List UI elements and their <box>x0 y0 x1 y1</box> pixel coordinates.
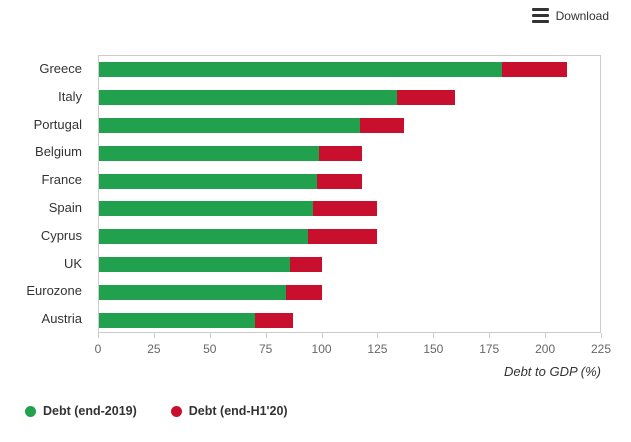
bar-segment-series-1[interactable] <box>397 90 456 106</box>
x-axis: 0 25 50 75 100 125 150 175 200 225 <box>94 333 611 357</box>
x-tick-mark <box>153 333 155 338</box>
legend: Debt (end-2019) Debt (end-H1'20) <box>25 404 288 418</box>
bar-segment-series-1[interactable] <box>312 201 378 217</box>
bar-segment-series-0[interactable] <box>99 312 255 328</box>
category-label: Greece <box>39 60 82 76</box>
x-tick-label: 200 <box>535 342 556 356</box>
x-tick-mark <box>209 333 211 338</box>
bar-segment-series-0[interactable] <box>99 173 318 189</box>
bar-segment-series-0[interactable] <box>99 90 398 106</box>
x-axis-title: Debt to GDP (%) <box>503 364 601 379</box>
x-tick-label: 75 <box>258 342 273 356</box>
legend-item-series-0[interactable]: Debt (end-2019) <box>25 404 137 418</box>
bar-segment-series-0[interactable] <box>99 257 291 272</box>
x-tick-mark <box>545 333 547 338</box>
x-tick-mark <box>601 333 602 338</box>
bar-segment-series-0[interactable] <box>99 284 287 300</box>
bar-segment-series-1[interactable] <box>308 229 378 245</box>
bar-segment-series-1[interactable] <box>319 145 362 161</box>
category-label: Spain <box>48 199 82 215</box>
x-tick-mark <box>489 333 491 338</box>
download-button[interactable]: Download <box>531 8 609 23</box>
x-tick-label: 100 <box>311 342 332 356</box>
x-tick-label: 225 <box>590 342 612 356</box>
legend-label: Debt (end-2019) <box>43 404 137 418</box>
x-tick-mark <box>433 333 435 338</box>
bar-segment-series-0[interactable] <box>99 145 320 161</box>
plot-area <box>98 55 601 333</box>
category-label: Belgium <box>35 144 82 160</box>
legend-label: Debt (end-H1'20) <box>188 404 288 418</box>
bar-segment-series-0[interactable] <box>99 118 360 133</box>
x-tick-label: 0 <box>94 342 102 356</box>
x-tick-label: 175 <box>479 342 500 356</box>
category-label: Portugal <box>33 116 82 132</box>
legend-marker-icon <box>25 405 36 417</box>
legend-item-series-1[interactable]: Debt (end-H1'20) <box>170 404 288 418</box>
hamburger-menu-icon <box>531 8 549 23</box>
category-label: Austria <box>41 311 82 327</box>
category-label: Cyprus <box>40 227 82 243</box>
bar-segment-series-0[interactable] <box>99 229 309 245</box>
y-axis-labels: Greece Italy Portugal Belgium France Spain Cyp… <box>0 55 90 333</box>
legend-marker-icon <box>170 405 182 417</box>
x-tick-label: 25 <box>147 342 161 356</box>
category-label: France <box>41 172 82 188</box>
x-tick-label: 50 <box>203 342 217 356</box>
x-tick-mark <box>377 333 379 338</box>
bar-segment-series-1[interactable] <box>502 62 567 78</box>
x-tick-mark <box>265 333 267 338</box>
bar-segment-series-1[interactable] <box>286 284 322 300</box>
bar-segment-series-0[interactable] <box>99 201 313 217</box>
category-label: UK <box>63 255 82 271</box>
x-tick-mark <box>98 333 99 338</box>
x-tick-label: 125 <box>367 342 388 356</box>
bar-segment-series-1[interactable] <box>254 312 293 328</box>
bar-segment-series-1[interactable] <box>317 173 362 189</box>
category-label: Eurozone <box>26 283 82 299</box>
x-tick-mark <box>321 333 323 338</box>
category-label: Italy <box>58 88 82 104</box>
bar-segment-series-0[interactable] <box>99 62 503 78</box>
download-label: Download <box>555 8 609 23</box>
bar-segment-series-1[interactable] <box>290 257 322 272</box>
bar-segment-series-1[interactable] <box>359 118 405 133</box>
x-tick-label: 150 <box>423 342 444 356</box>
